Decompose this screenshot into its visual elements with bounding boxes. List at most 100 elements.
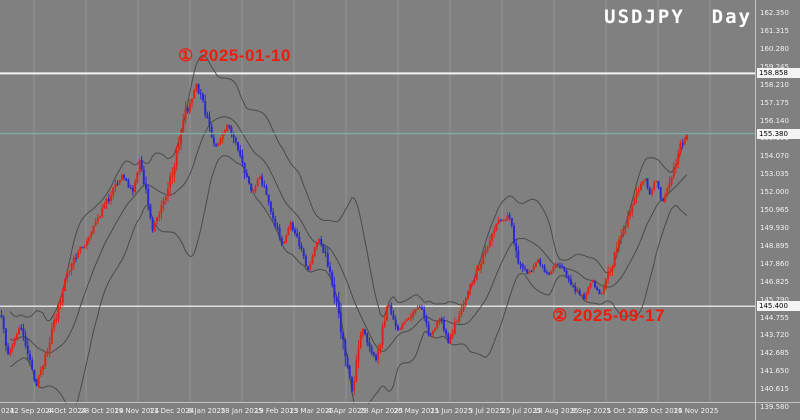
candle-body	[431, 330, 434, 335]
candle-body	[563, 266, 566, 271]
candle-body	[287, 228, 290, 235]
candle-body	[315, 241, 318, 248]
time-axis[interactable]: 024 12 Sep 2024 4 Oct 2024 28 Oct 2024 19 No…	[0, 402, 756, 420]
candle-body	[134, 182, 137, 193]
candle-body	[611, 266, 614, 271]
candle-body	[497, 220, 500, 224]
candle-body	[626, 216, 629, 227]
candle-body	[61, 290, 64, 303]
candle-body	[587, 286, 590, 293]
price-axis-label: 152.000	[760, 188, 789, 197]
candle-body	[90, 232, 93, 238]
candle-body	[228, 125, 231, 128]
candle-body	[83, 246, 86, 248]
candle-body	[401, 324, 404, 330]
candle-body	[477, 268, 480, 271]
candle-body	[180, 132, 183, 145]
candle-body	[493, 230, 496, 234]
candle-body	[283, 241, 285, 244]
candle-body	[607, 271, 610, 279]
candle-body	[202, 94, 204, 101]
candle-body	[226, 125, 229, 131]
candle-body	[57, 305, 60, 320]
price-axis-label: 160.280	[760, 44, 789, 53]
candle-body	[423, 309, 426, 317]
candle-body	[482, 254, 485, 265]
candle-body	[383, 320, 386, 327]
candle-body	[368, 342, 371, 347]
candle-body	[561, 265, 564, 268]
candle-body	[633, 198, 636, 206]
candle-body	[248, 176, 250, 184]
candle-body	[585, 293, 588, 300]
candle-body	[442, 320, 445, 331]
candle-body	[263, 185, 266, 187]
candle-body	[206, 114, 209, 118]
candle-body	[125, 178, 128, 181]
candle-body	[107, 198, 110, 202]
candle-body	[399, 328, 402, 330]
candle-body	[344, 340, 347, 357]
candle-body	[436, 321, 439, 328]
price-axis-label: 141.650	[760, 367, 789, 376]
candle-body	[131, 188, 134, 192]
candle-body	[112, 187, 115, 196]
candle-body	[204, 101, 207, 115]
candle-body	[188, 103, 191, 112]
candle-body	[94, 222, 97, 226]
price-axis[interactable]: 162.350 161.315 160.280 159.245 158.210 157.1…	[756, 0, 800, 420]
candle-body	[364, 329, 366, 334]
candle-body	[46, 350, 49, 354]
candle-body	[488, 240, 491, 247]
candle-body	[212, 137, 215, 144]
candle-body	[394, 319, 397, 327]
price-axis-label: 159.245	[760, 62, 789, 71]
candle-body	[506, 215, 509, 221]
candle-body	[388, 305, 391, 307]
candle-body	[574, 286, 577, 292]
annotation-2-sep-low[interactable]: ② 2025-09-17	[552, 306, 665, 325]
candle-body	[20, 327, 23, 329]
candle-body	[521, 264, 524, 268]
candle-body	[438, 318, 441, 323]
candle-body	[258, 176, 261, 179]
candle-body	[543, 266, 546, 273]
candle-body	[357, 348, 360, 361]
candle-body	[644, 178, 647, 181]
price-axis-label: 162.350	[760, 9, 789, 17]
plot-area[interactable]	[0, 0, 755, 413]
candle-body	[221, 133, 224, 140]
candle-body	[508, 214, 511, 218]
candle-body	[355, 360, 358, 381]
candle-body	[15, 333, 18, 340]
candle-body	[33, 370, 36, 380]
annotation-1-jan-peak[interactable]: ① 2025-01-10	[178, 46, 291, 65]
candle-body	[565, 270, 568, 277]
candle-body	[591, 280, 594, 283]
hline-price-box-1: 158.858	[757, 68, 800, 79]
candle-body	[370, 346, 373, 353]
candle-body	[53, 320, 56, 329]
candle-body	[48, 343, 51, 351]
candle-body	[186, 108, 189, 112]
candle-body	[59, 302, 62, 306]
candle-body	[81, 246, 84, 249]
candle-body	[289, 222, 292, 229]
candle-body	[659, 187, 662, 199]
price-axis-label: 143.720	[760, 331, 789, 340]
candle-body	[88, 237, 91, 242]
time-axis-label: 11 Dec 2024	[149, 407, 195, 415]
candle-body	[523, 267, 526, 269]
bollinger-middle-band	[10, 116, 688, 354]
time-axis-label: 9 Sep 2025	[571, 407, 612, 415]
time-axis-label: 6 Jan 2025	[187, 407, 226, 415]
candle-body	[403, 321, 406, 325]
candle-body	[648, 187, 651, 195]
price-axis-label: 158.210	[760, 80, 789, 89]
candle-body	[624, 226, 627, 229]
candle-body	[637, 189, 640, 193]
time-axis-label: 28 Jan 2025	[220, 407, 263, 415]
candle-body	[35, 379, 38, 386]
candle-body	[377, 350, 380, 360]
